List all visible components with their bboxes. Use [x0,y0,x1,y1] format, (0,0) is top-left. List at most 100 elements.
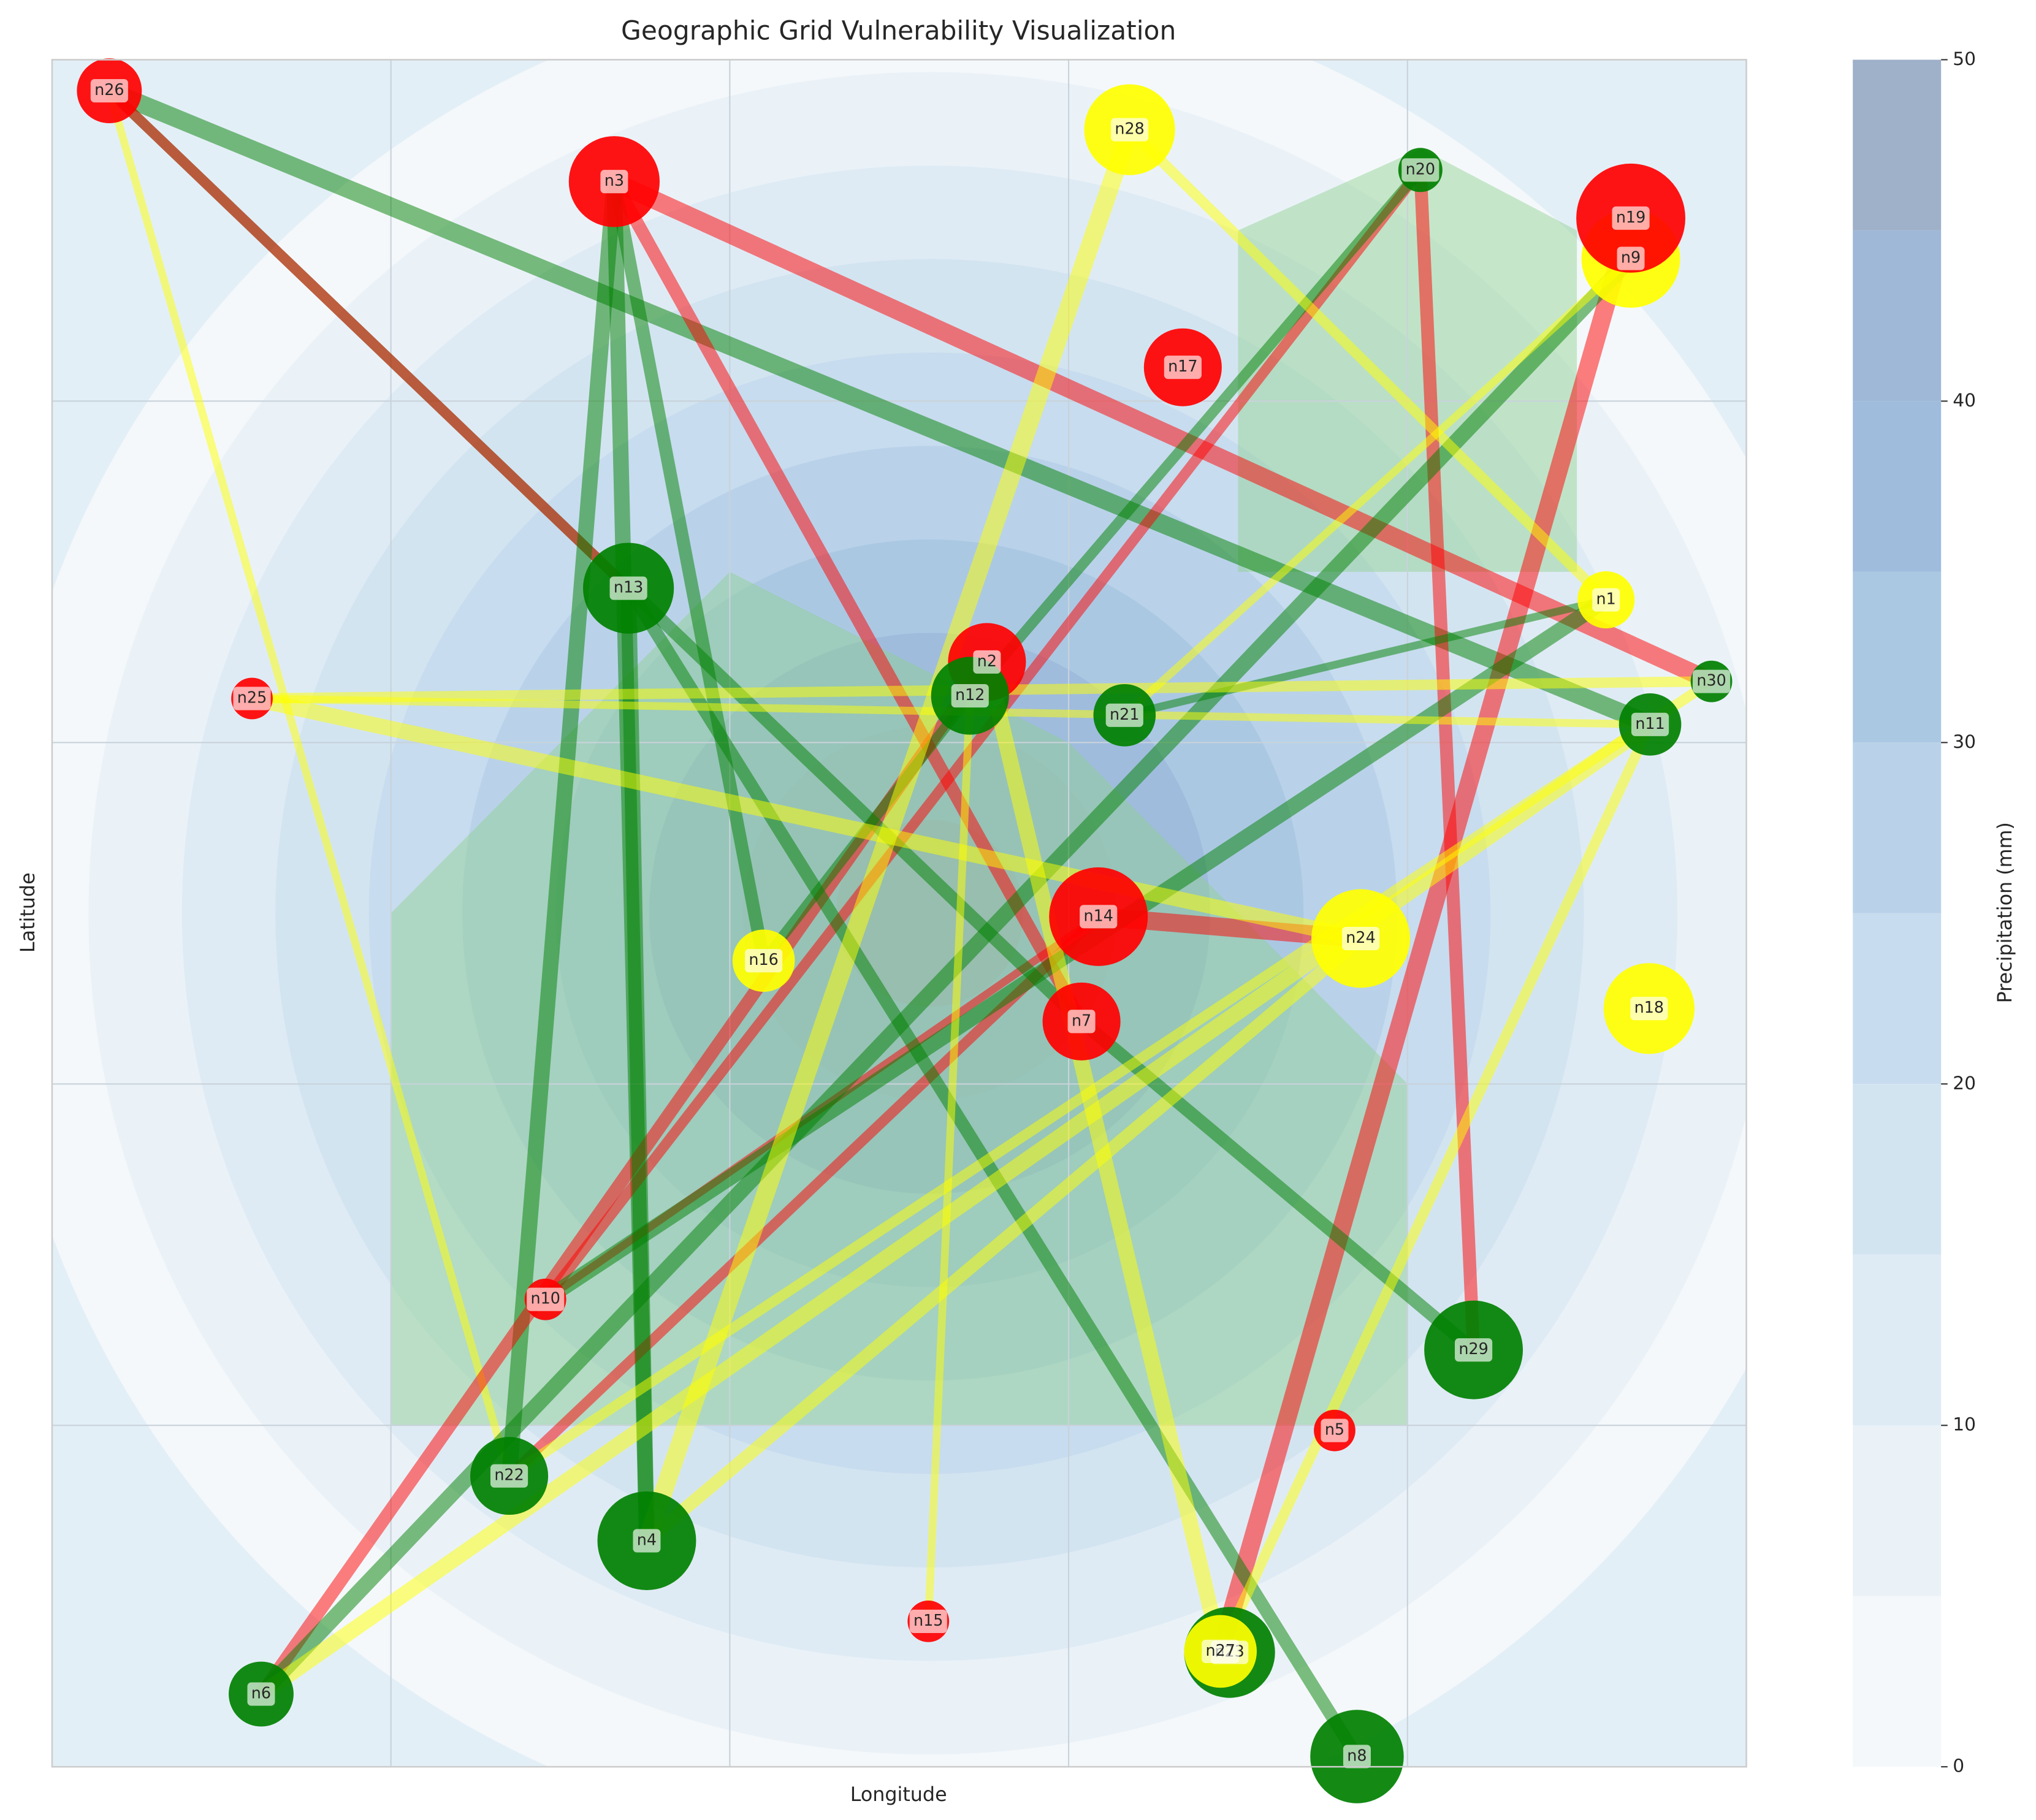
node-label-box [973,650,1001,674]
edge [608,178,1088,1025]
edge [256,718,1655,1700]
node-label-box [1105,703,1143,727]
node-label: n22 [494,1466,524,1484]
edge [105,82,1654,733]
node-label: n29 [1458,1339,1488,1358]
edge [1122,255,1634,718]
node-label: n20 [1406,159,1435,178]
node-label: n19 [1616,208,1645,226]
node-label-box [600,170,628,194]
edge [608,180,771,962]
colorbar-tick-label: 10 [1953,1414,1976,1435]
node-label-box [1202,1639,1240,1663]
edge [105,89,513,1477]
node-label-box [1343,1745,1371,1769]
node-label-box [490,1464,528,1488]
node-label: n27 [1205,1641,1235,1659]
node-layer: n1 n2 n3 n4 n5 n6 n7 n8 n9 n10 n11 n12 n13 n14 n15 n16 n… [77,58,1733,1803]
edge [1216,722,1655,1654]
colorbar-band [1853,1425,1942,1596]
node-label: n17 [1168,357,1197,375]
colorbar-band [1853,1596,1942,1767]
grid-layer [51,59,1747,1767]
colorbar-band [1853,571,1942,743]
edge [541,167,1425,1303]
node-label: n11 [1635,714,1664,733]
node-label: n12 [955,685,985,704]
edge [642,933,1365,1546]
colorbar-band [1853,742,1942,913]
node-label: n10 [530,1289,560,1308]
node-label-box [1630,997,1668,1021]
x-axis-label: Longitude [850,1784,947,1806]
node-label: n25 [237,688,267,706]
node-label-box [1341,926,1380,951]
colorbar-band [1853,1084,1942,1255]
colorbar-tick-label: 50 [1953,48,1976,69]
edge [1123,596,1607,719]
node-label-box [1111,118,1149,142]
node-label: n4 [637,1530,657,1548]
node-label: n14 [1084,906,1113,924]
edge [250,691,1363,946]
colorbar-band [1853,913,1942,1084]
edge [501,181,622,1477]
node-label: n30 [1696,671,1726,690]
node-label-box [247,1682,275,1706]
node-label: n7 [1072,1011,1091,1029]
node-label-box [1401,158,1439,182]
colorbar: 0 10 20 30 40 50 [1853,48,1976,1776]
node-label-box [633,1529,661,1553]
node-label-box [1067,1010,1096,1034]
colorbar-band [1853,230,1942,402]
plot-frame [51,59,1747,1768]
edge [505,913,1102,1480]
edge [1126,126,1610,604]
node-label-box [1631,712,1669,736]
node-label: n16 [749,950,778,969]
edge [1211,215,1640,1654]
node-label-box [745,949,783,973]
colorbar-band [1853,1254,1942,1426]
node-label-box [1693,669,1731,693]
edge [1414,169,1481,1350]
node-label: n13 [614,578,643,596]
node-label: n18 [1634,998,1664,1016]
node-label: n28 [1115,120,1144,138]
node-label-box [609,576,647,600]
node-label-box [233,687,271,710]
node-label-box [1592,588,1620,612]
edge [623,583,1086,1027]
edge [966,166,1425,699]
edge [506,677,1715,1480]
node-label: n2 [977,652,997,670]
node-label-box [90,79,128,103]
y-axis-label: Latitude [17,872,39,953]
edge [105,86,632,592]
colorbar-tick-label: 30 [1953,731,1976,752]
node-label-box [527,1287,565,1311]
colorbar-tick-label: 40 [1953,389,1976,411]
node-label: n9 [1621,248,1641,267]
node-label-box [1164,356,1202,379]
node-label: n3 [604,171,624,189]
node-label: n26 [94,80,124,99]
node-label-box [1612,206,1650,230]
node-label-box [1321,1418,1349,1442]
node-label: n21 [1110,705,1139,723]
colorbar-band [1853,59,1942,230]
chart-title: Geographic Grid Vulnerability Visualizat… [621,15,1176,45]
colorbar-tick-label: 0 [1953,1755,1964,1776]
node-label-box [1617,246,1645,270]
node-label-box [1080,905,1118,929]
node-label: n15 [913,1611,943,1629]
node-label: n5 [1325,1420,1344,1439]
node-label: n24 [1346,928,1375,946]
edge [924,695,974,1622]
node-label: n8 [1347,1746,1367,1764]
node-label-box [951,683,989,708]
edge [623,584,1363,1761]
colorbar-band [1853,401,1942,572]
